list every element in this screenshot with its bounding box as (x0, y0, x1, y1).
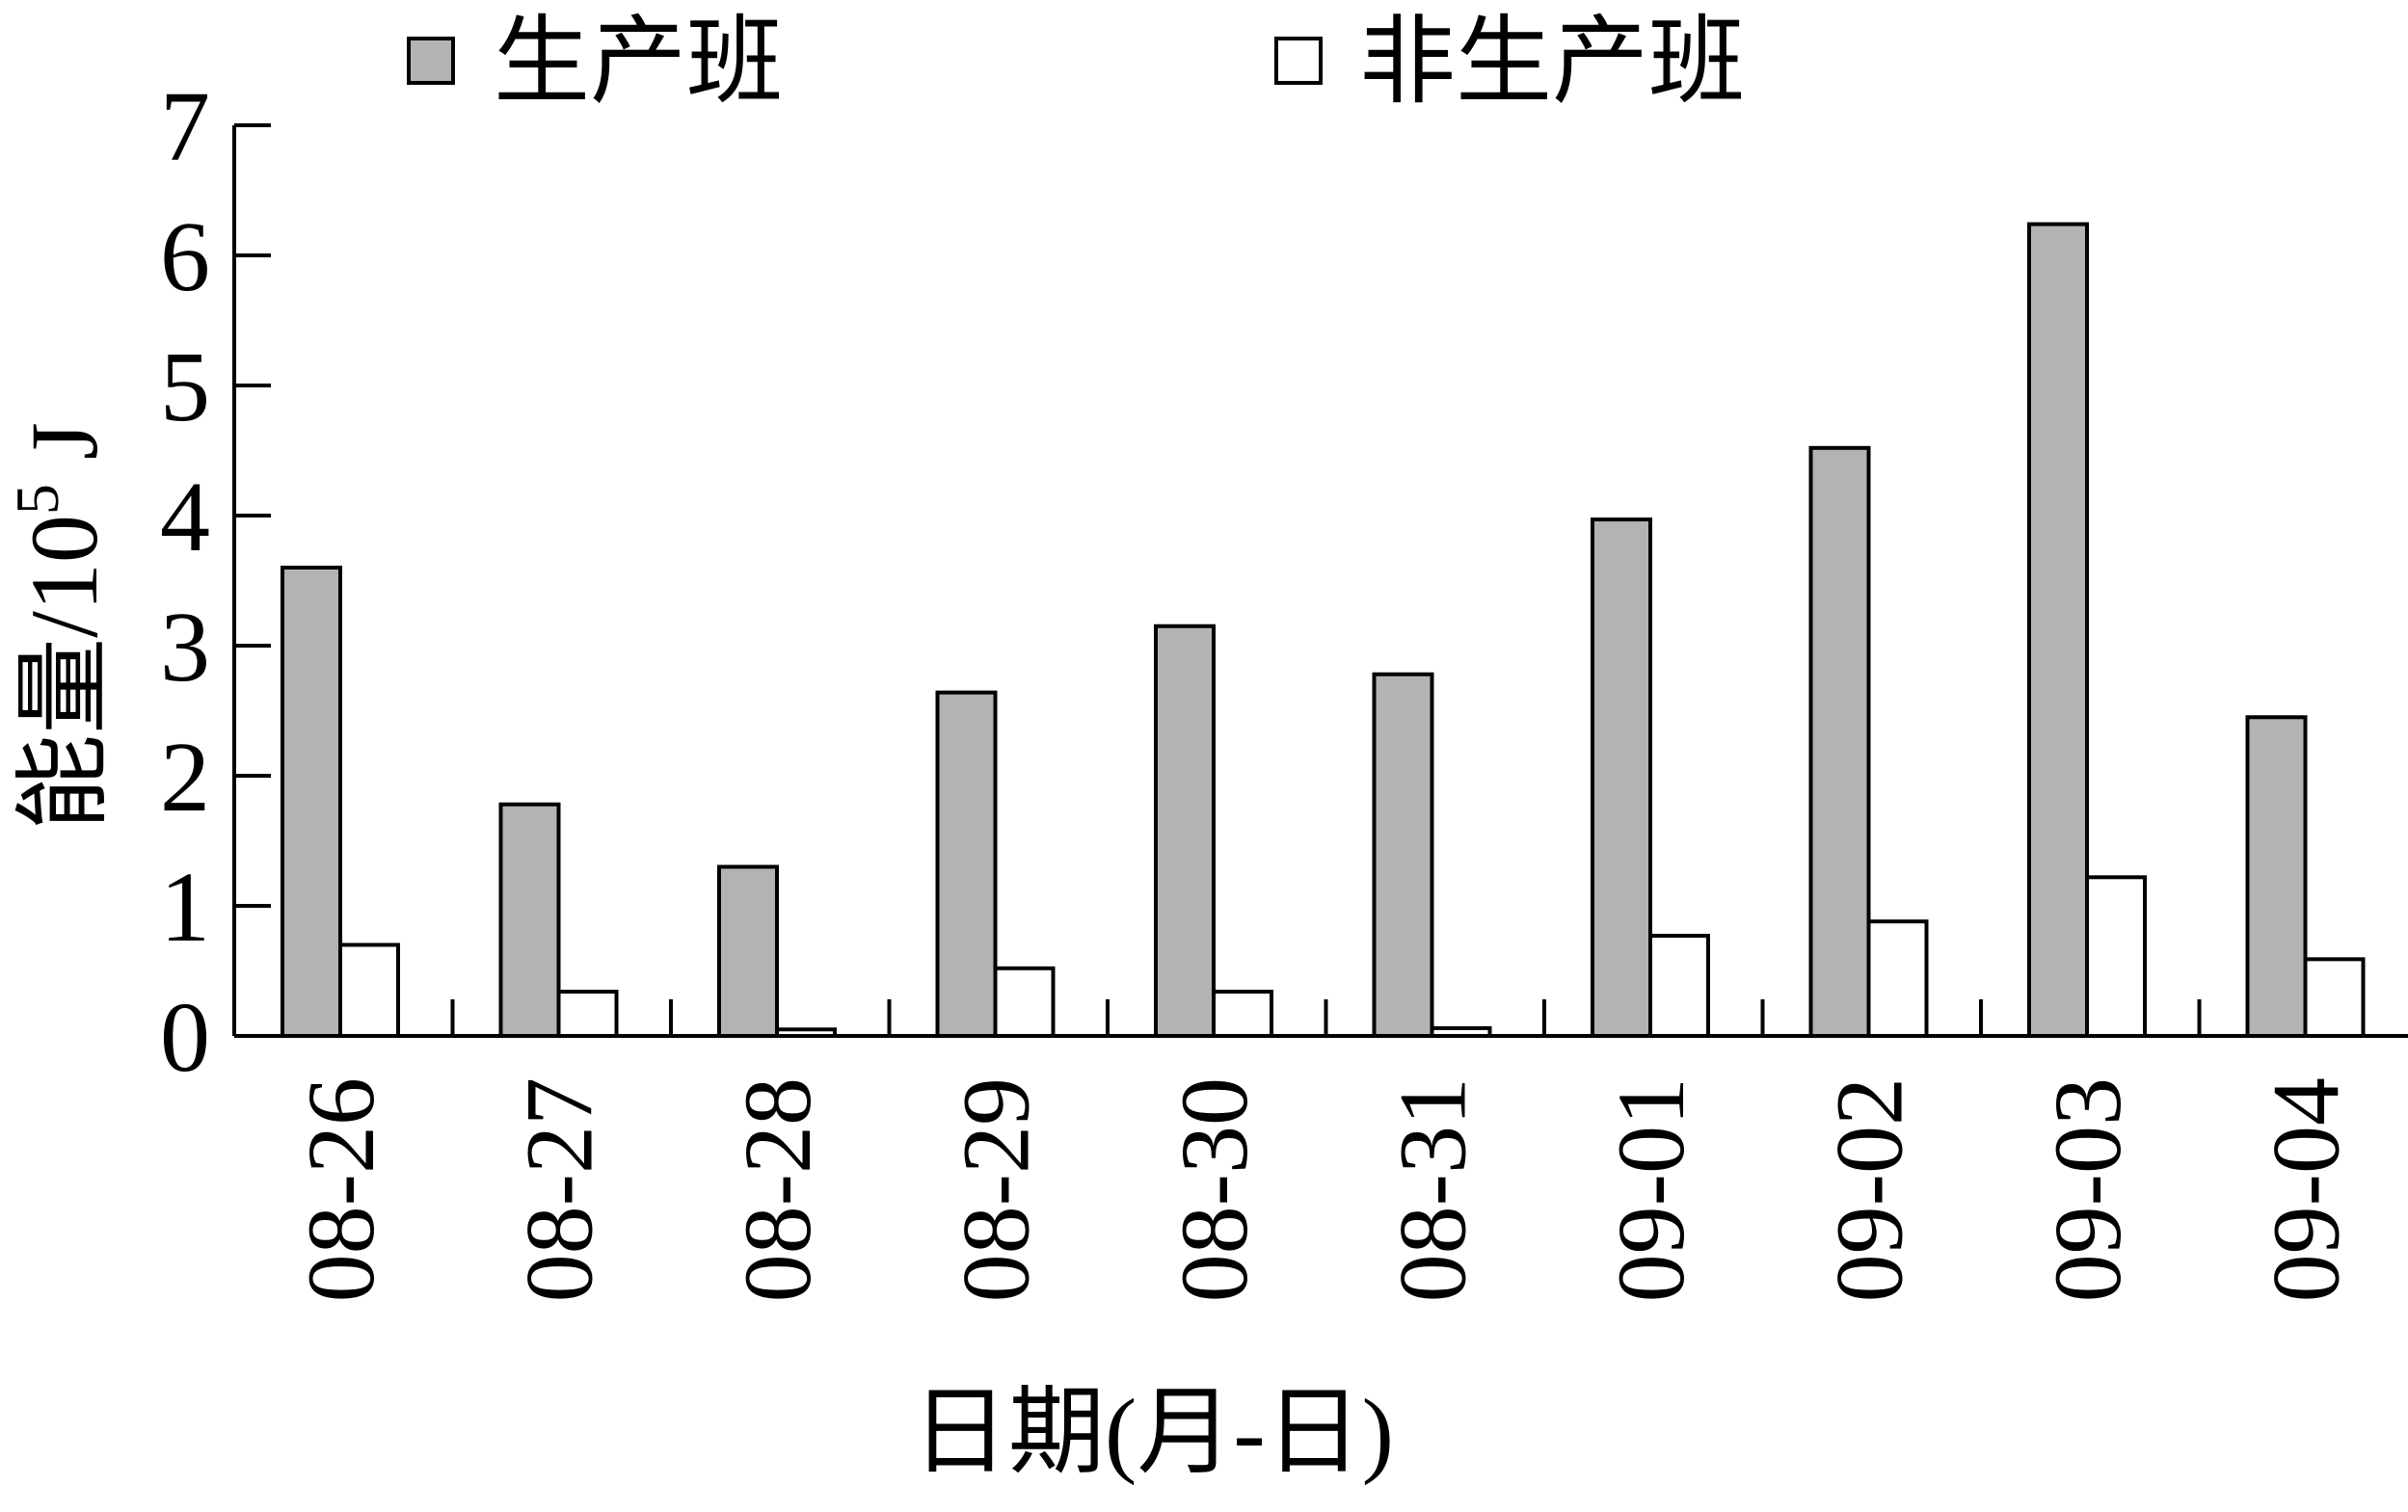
x-category-label: 08-27 (506, 1077, 613, 1302)
y-axis-title: 能量/105 J (3, 422, 118, 831)
bar-non-production-shift (1648, 934, 1710, 1038)
legend: 生产班 非生产班 (407, 9, 1745, 116)
bar-non-production-shift (2085, 875, 2147, 1038)
y-tick-label: 5 (160, 332, 210, 442)
bar-production-shift (717, 864, 779, 1038)
bar-production-shift (1154, 623, 1216, 1038)
y-tick-label: 4 (160, 462, 210, 572)
legend-swatch (1274, 37, 1323, 85)
x-category-label: 08-31 (1379, 1077, 1486, 1302)
x-category-label: 09-04 (2253, 1077, 2360, 1302)
bar-production-shift (281, 566, 342, 1038)
x-category-label: 08-28 (724, 1077, 831, 1302)
bar-production-shift (2245, 715, 2308, 1038)
x-category-label: 09-02 (1816, 1077, 1923, 1302)
y-tick-label: 6 (160, 201, 210, 312)
y-axis: 0 1 2 3 4 5 6 7 (160, 71, 271, 1093)
x-category-label: 09-03 (2034, 1077, 2141, 1302)
bar-non-production-shift (1866, 919, 1929, 1039)
legend-swatch (407, 37, 455, 85)
bar-non-production-shift (993, 966, 1056, 1038)
x-category-label: 08-26 (287, 1077, 394, 1302)
bar-production-shift (498, 802, 561, 1039)
x-category-label: 08-30 (1161, 1077, 1268, 1302)
legend-label: 生产班 (494, 9, 783, 116)
y-tick-label: 7 (160, 71, 210, 182)
y-axis-title-main: 能量/10 (11, 515, 118, 831)
x-category-label: 09-01 (1597, 1077, 1704, 1302)
x-category-label: 08-29 (943, 1077, 1050, 1302)
bars (281, 222, 2366, 1039)
bar-production-shift (1591, 517, 1652, 1038)
bar-non-production-shift (556, 990, 619, 1038)
y-tick-label: 1 (160, 852, 210, 963)
bar-production-shift (2027, 222, 2089, 1039)
bar-production-shift (935, 690, 998, 1038)
bar-non-production-shift (338, 942, 400, 1038)
bar-non-production-shift (1212, 990, 1273, 1038)
y-tick-label: 2 (160, 722, 210, 833)
bar-production-shift (1808, 445, 1871, 1038)
x-axis: 08-26 08-27 08-28 08-29 08-30 08-31 09-01 09-02… (234, 999, 2408, 1302)
bar-non-production-shift (2303, 957, 2366, 1038)
legend-label: 非生产班 (1359, 9, 1745, 116)
y-tick-label: 0 (160, 982, 210, 1093)
x-axis-title: 日期(月-日) (912, 1379, 1394, 1486)
y-axis-title-exponent: 5 (3, 484, 71, 515)
bar-production-shift (1372, 672, 1434, 1038)
y-tick-label: 3 (160, 592, 210, 703)
y-axis-title-unit: J (11, 422, 118, 484)
